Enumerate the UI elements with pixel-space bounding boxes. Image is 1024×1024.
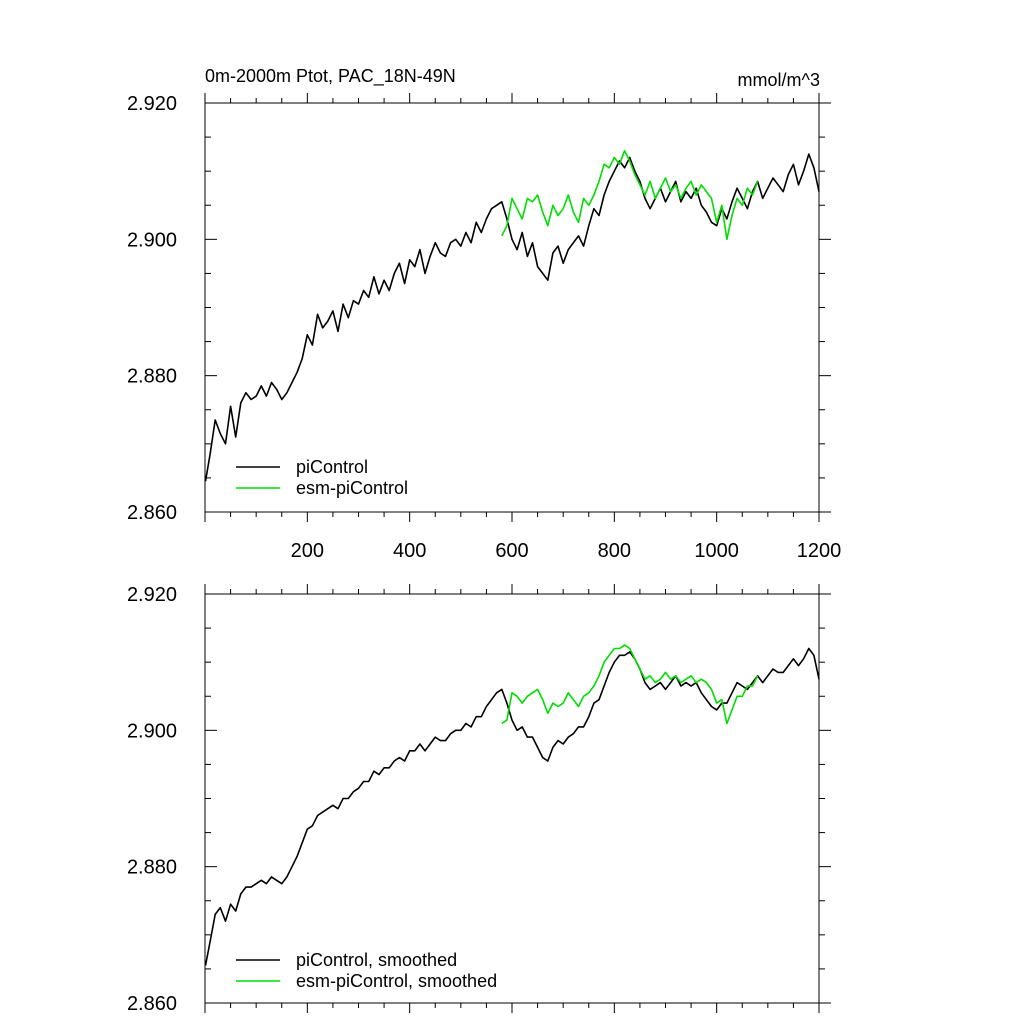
- top-legend-label: esm-piControl: [296, 478, 408, 498]
- top-legend-label: piControl: [296, 457, 368, 477]
- top-x-tick-label: 1200: [797, 540, 842, 562]
- top-y-tick-label: 2.900: [127, 229, 177, 251]
- bottom-legend-label: piControl, smoothed: [296, 950, 457, 970]
- top-y-tick-label: 2.880: [127, 366, 177, 388]
- bottom-series-picontrol-smoothed: [204, 647, 820, 966]
- figure-title: 0m-2000m Ptot, PAC_18N-49N: [205, 66, 456, 87]
- bottom-legend-label: esm-piControl, smoothed: [296, 971, 497, 991]
- top-x-tick-label: 1000: [694, 540, 739, 562]
- top-y-tick-label: 2.860: [127, 502, 177, 524]
- bottom-series-esm-picontrol-smoothed: [501, 644, 759, 725]
- bottom-panel: 2.920 2.900 2.880 2.860 piControl, smoothede…: [127, 584, 831, 1015]
- bottom-y-tick-label: 2.860: [127, 993, 177, 1015]
- top-series-picontrol: [204, 153, 820, 482]
- bottom-y-tick-label: 2.920: [127, 584, 177, 606]
- top-y-tick-label: 2.920: [127, 93, 177, 115]
- top-x-tick-label: 400: [393, 540, 426, 562]
- bottom-plot-frame: [204, 593, 820, 1004]
- top-panel: 200 400 600 800 1000 1200 2.920 2.900 2.880 2.860…: [127, 93, 841, 562]
- top-plot-frame: [204, 102, 820, 513]
- top-x-tick-label: 800: [598, 540, 631, 562]
- top-x-tick-label: 600: [495, 540, 528, 562]
- units-label: mmol/m^3: [738, 70, 820, 90]
- bottom-y-tick-label: 2.900: [127, 720, 177, 742]
- top-series-esm-picontrol: [501, 149, 759, 241]
- bottom-y-tick-label: 2.880: [127, 857, 177, 879]
- top-x-tick-label: 200: [291, 540, 324, 562]
